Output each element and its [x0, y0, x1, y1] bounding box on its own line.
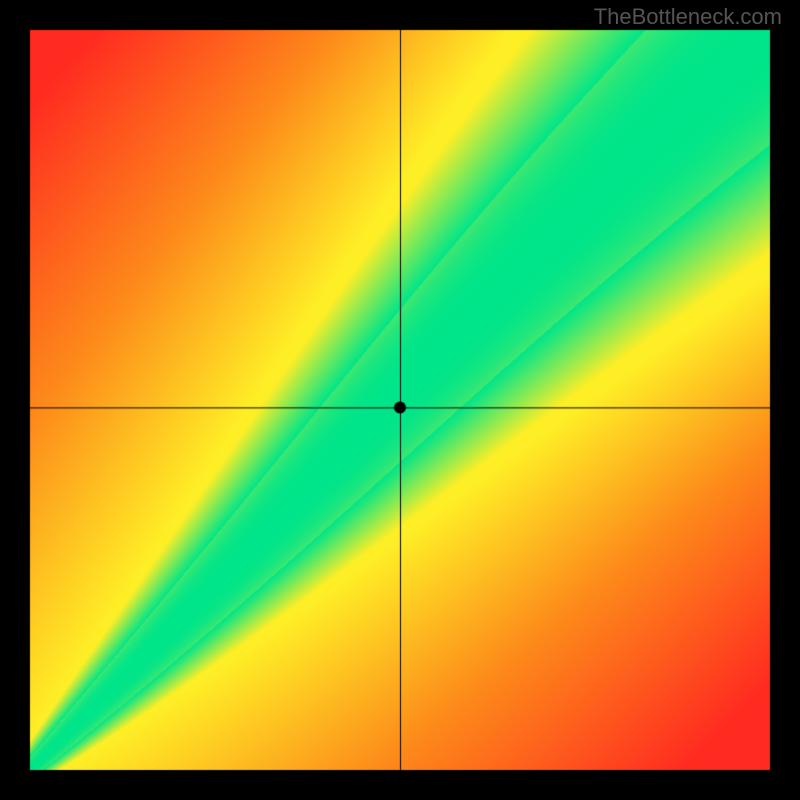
bottleneck-heatmap: [0, 0, 800, 800]
chart-container: TheBottleneck.com: [0, 0, 800, 800]
watermark-text: TheBottleneck.com: [594, 4, 782, 30]
